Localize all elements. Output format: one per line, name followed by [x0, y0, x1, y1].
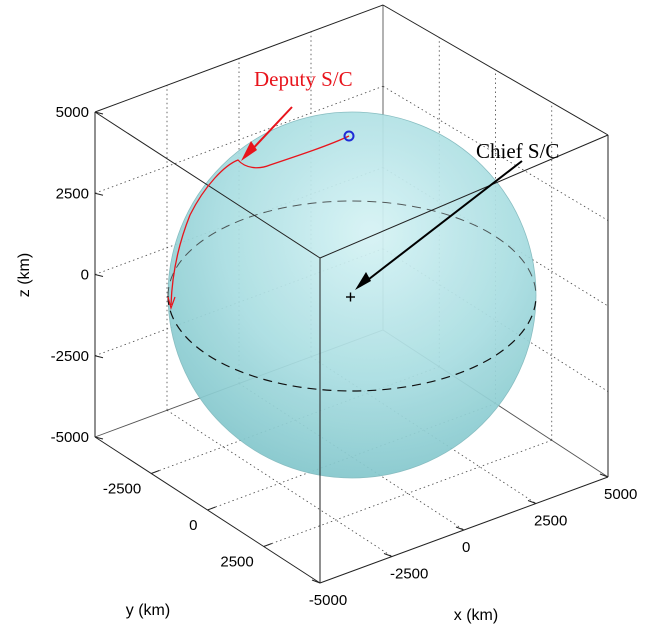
grid-line [94, 85, 384, 194]
z-axis-ticks: -5000 -2500 0 2500 5000 [51, 104, 104, 446]
tick-label: -2500 [103, 481, 141, 498]
deputy-start-marker [343, 130, 355, 142]
tick-label: 0 [81, 267, 89, 284]
tick-mark [263, 543, 272, 547]
grid-line [382, 85, 609, 221]
tick-label: -2500 [51, 348, 89, 365]
tick-mark [94, 192, 104, 196]
box-edge [94, 111, 321, 259]
box-edge [319, 134, 609, 259]
chief-annotation-label: Chief S/C [476, 139, 559, 163]
tick-mark [455, 526, 465, 531]
tick-mark [94, 111, 104, 115]
chief-annotation-arrow [355, 160, 523, 290]
tick-label: 2500 [56, 185, 89, 202]
equator-back [167, 200, 537, 297]
axes-box-front [94, 4, 609, 584]
tick-label: 5000 [604, 486, 637, 503]
x-axis-label: x (km) [454, 607, 498, 624]
x-axis-ticks: -5000 -2500 0 2500 5000 [309, 473, 637, 609]
tick-mark [311, 579, 321, 584]
tick-mark [207, 506, 216, 511]
z-axis-label: z (km) [16, 253, 33, 297]
tick-mark [383, 553, 393, 557]
tick-label: -5000 [51, 429, 89, 446]
y-axis-label: y (km) [126, 602, 170, 619]
tick-label: -2500 [390, 566, 428, 583]
deputy-trajectory [170, 135, 350, 306]
tick-label: 0 [462, 539, 470, 556]
tick-mark [94, 355, 104, 359]
grid-line [263, 439, 552, 547]
tick-label: 2500 [220, 554, 253, 571]
tick-mark [94, 436, 104, 440]
tick-label: 2500 [534, 513, 567, 530]
equator-front [167, 295, 537, 392]
tick-label: 5000 [56, 104, 89, 121]
sphere-surface [167, 111, 537, 479]
box-edge [382, 4, 609, 136]
box-edge [94, 4, 384, 113]
deputy-trajectory-arrowhead [167, 296, 176, 310]
chief-marker [346, 292, 355, 302]
deputy-annotation-label: Deputy S/C [254, 67, 353, 91]
y-axis-ticks: -2500 0 2500 [103, 470, 272, 571]
tick-mark [527, 500, 537, 504]
tick-label: 0 [189, 517, 197, 534]
tick-mark [151, 470, 160, 474]
tick-label: -5000 [309, 592, 347, 609]
deputy-annotation-arrow [241, 106, 293, 161]
tick-mark [599, 473, 609, 478]
tick-mark [94, 274, 104, 277]
